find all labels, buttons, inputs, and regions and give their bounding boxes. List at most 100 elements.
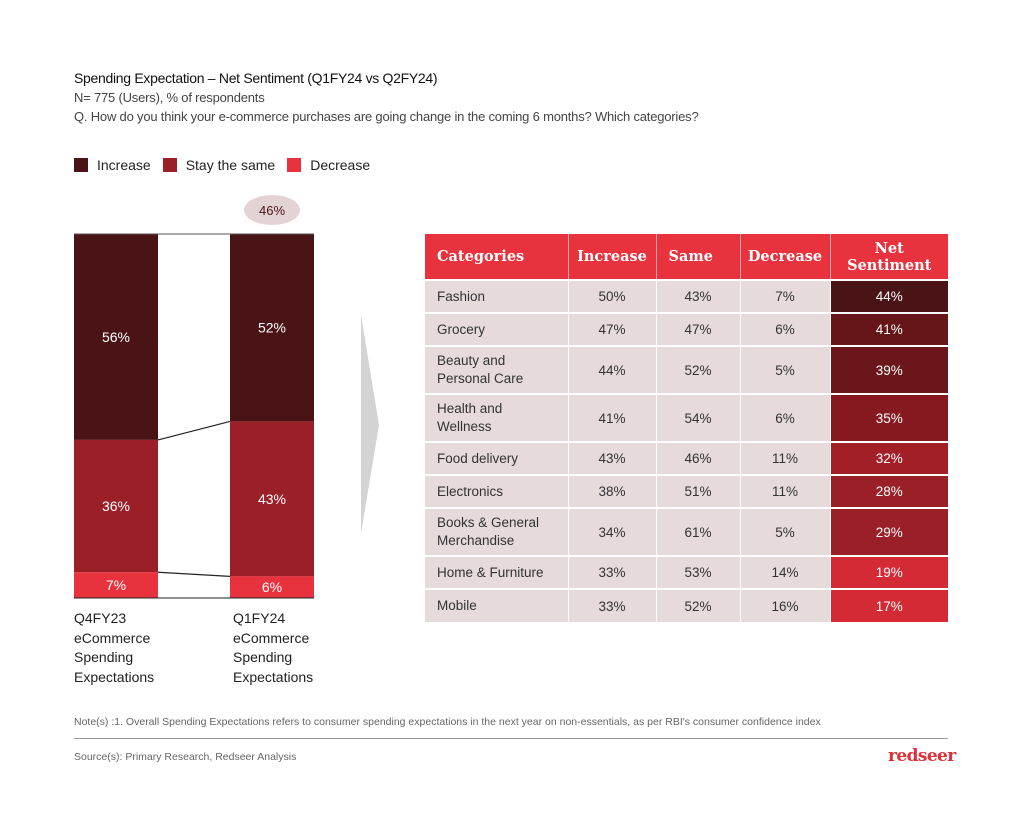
table-row: Home & Furniture 33% 53% 14% 19% xyxy=(425,555,948,589)
cell-same: 52% xyxy=(656,588,741,622)
col-header-increase: Increase xyxy=(568,234,657,280)
sample-size: N= 775 (Users), % of respondents xyxy=(74,90,265,105)
cell-increase: 47% xyxy=(568,312,657,346)
table-row: Mobile 33% 52% 16% 17% xyxy=(425,588,948,622)
category-line: Mobile xyxy=(437,598,477,613)
survey-question: Q. How do you think your e-commerce purc… xyxy=(74,109,699,124)
x-label-line: Expectations xyxy=(74,668,155,685)
annotation-label: 46% xyxy=(259,203,285,218)
footnote: Note(s) :1. Overall Spending Expectation… xyxy=(74,716,821,728)
x-label-line: Q4FY23 xyxy=(74,610,127,626)
legend: Increase Stay the same Decrease xyxy=(74,157,376,173)
table-row: Beauty and Personal Care 44% 52% 5% 39% xyxy=(425,345,948,394)
cell-category: Fashion xyxy=(425,279,569,313)
chevron-right-icon xyxy=(361,315,379,533)
stacked-bar-chart: 56% 36% 7% 52% 43% 6% 46% xyxy=(74,195,314,599)
table-row: Electronics 38% 51% 11% 28% xyxy=(425,474,948,508)
cell-increase: 43% xyxy=(568,441,657,475)
legend-swatch-decrease xyxy=(287,158,302,172)
bar-segment-stay-the-same xyxy=(74,439,158,573)
net-sentiment-table: Categories Increase Same Decrease Net Se… xyxy=(425,234,948,622)
category-line: Books & General xyxy=(437,515,540,530)
cell-increase: 44% xyxy=(568,345,657,394)
category-line: Beauty and xyxy=(437,353,506,368)
col-header-decrease: Decrease xyxy=(740,234,831,280)
annotation-bubble xyxy=(244,195,300,225)
cell-net: 28% xyxy=(830,474,948,508)
chart-title: Spending Expectation – Net Sentiment (Q1… xyxy=(74,70,438,86)
cell-category: Electronics xyxy=(425,474,569,508)
cell-increase: 34% xyxy=(568,507,657,556)
data-label: 52% xyxy=(258,320,286,336)
cell-same: 47% xyxy=(656,312,741,346)
col-header-net-sentiment: Net Sentiment xyxy=(830,234,948,280)
cell-net: 17% xyxy=(830,588,948,622)
cell-decrease: 11% xyxy=(740,474,831,508)
cell-same: 43% xyxy=(656,279,741,313)
cell-decrease: 6% xyxy=(740,393,831,442)
cell-decrease: 5% xyxy=(740,345,831,394)
x-label-line: eCommerce xyxy=(74,629,151,646)
cell-increase: 33% xyxy=(568,588,657,622)
data-label: 56% xyxy=(102,329,130,345)
cell-same: 53% xyxy=(656,555,741,589)
category-line: Fashion xyxy=(437,288,486,304)
category-line: Personal Care xyxy=(437,371,524,386)
data-label: 7% xyxy=(106,577,126,593)
cell-same: 51% xyxy=(656,474,741,508)
x-label-q1fy24: Q1FY24 eCommerce Spending Expectations xyxy=(233,609,313,687)
legend-label: Stay the same xyxy=(185,157,276,173)
table-row: Fashion 50% 43% 7% 44% xyxy=(425,279,948,313)
x-label-line: eCommerce xyxy=(233,629,310,646)
bar-segment-stay-the-same xyxy=(230,421,314,577)
cell-same: 52% xyxy=(656,345,741,394)
category-line: Health and xyxy=(437,401,503,416)
cell-category: Food delivery xyxy=(425,441,569,475)
legend-swatch-same xyxy=(162,158,177,172)
legend-swatch-increase xyxy=(74,158,88,172)
x-label-line: Spending xyxy=(74,649,134,665)
cell-net: 29% xyxy=(830,507,948,556)
legend-item-decrease: Decrease xyxy=(287,157,370,173)
cell-category: Mobile xyxy=(425,588,569,622)
legend-label: Increase xyxy=(97,157,151,173)
cell-decrease: 11% xyxy=(740,441,831,475)
col-header-categories: Categories xyxy=(425,234,569,280)
x-label-line: Expectations xyxy=(233,668,314,685)
x-label-line: Q1FY24 xyxy=(233,610,286,626)
cell-increase: 41% xyxy=(568,393,657,442)
cell-same: 61% xyxy=(656,507,741,556)
legend-label: Decrease xyxy=(310,157,371,173)
cell-increase: 38% xyxy=(568,474,657,508)
redseer-logo: redseer xyxy=(888,746,956,766)
cell-category: Beauty and Personal Care xyxy=(425,345,569,394)
connector-line xyxy=(157,571,231,577)
category-line: Merchandise xyxy=(437,533,515,548)
divider xyxy=(74,738,948,739)
source-note: Source(s): Primary Research, Redseer Ana… xyxy=(74,751,297,763)
cell-increase: 50% xyxy=(568,279,657,313)
legend-item-same: Stay the same xyxy=(162,157,276,173)
cell-net: 32% xyxy=(830,441,948,475)
category-line: Grocery xyxy=(437,321,486,337)
table-row: Health and Wellness 41% 54% 6% 35% xyxy=(425,393,948,442)
cell-increase: 33% xyxy=(568,555,657,589)
bar-segment-decrease xyxy=(74,572,158,598)
data-label: 43% xyxy=(258,491,286,507)
cell-same: 54% xyxy=(656,393,741,442)
cell-category: Home & Furniture xyxy=(425,555,569,589)
cell-category: Books & General Merchandise xyxy=(425,507,569,556)
table-row: Books & General Merchandise 34% 61% 5% 29% xyxy=(425,507,948,556)
table-header-row: Categories Increase Same Decrease Net Se… xyxy=(425,234,948,280)
bar-segment-increase xyxy=(74,234,158,440)
col-header-same: Same xyxy=(656,234,741,280)
cell-net: 19% xyxy=(830,555,948,589)
category-line: Wellness xyxy=(437,419,492,434)
table-row: Grocery 47% 47% 6% 41% xyxy=(425,312,948,346)
legend-item-increase: Increase xyxy=(74,157,151,173)
cell-same: 46% xyxy=(656,441,741,475)
category-line: Food delivery xyxy=(437,450,519,466)
cell-net: 41% xyxy=(830,312,948,346)
bar-segment-decrease xyxy=(230,576,314,598)
x-label-line: Spending xyxy=(233,649,293,665)
